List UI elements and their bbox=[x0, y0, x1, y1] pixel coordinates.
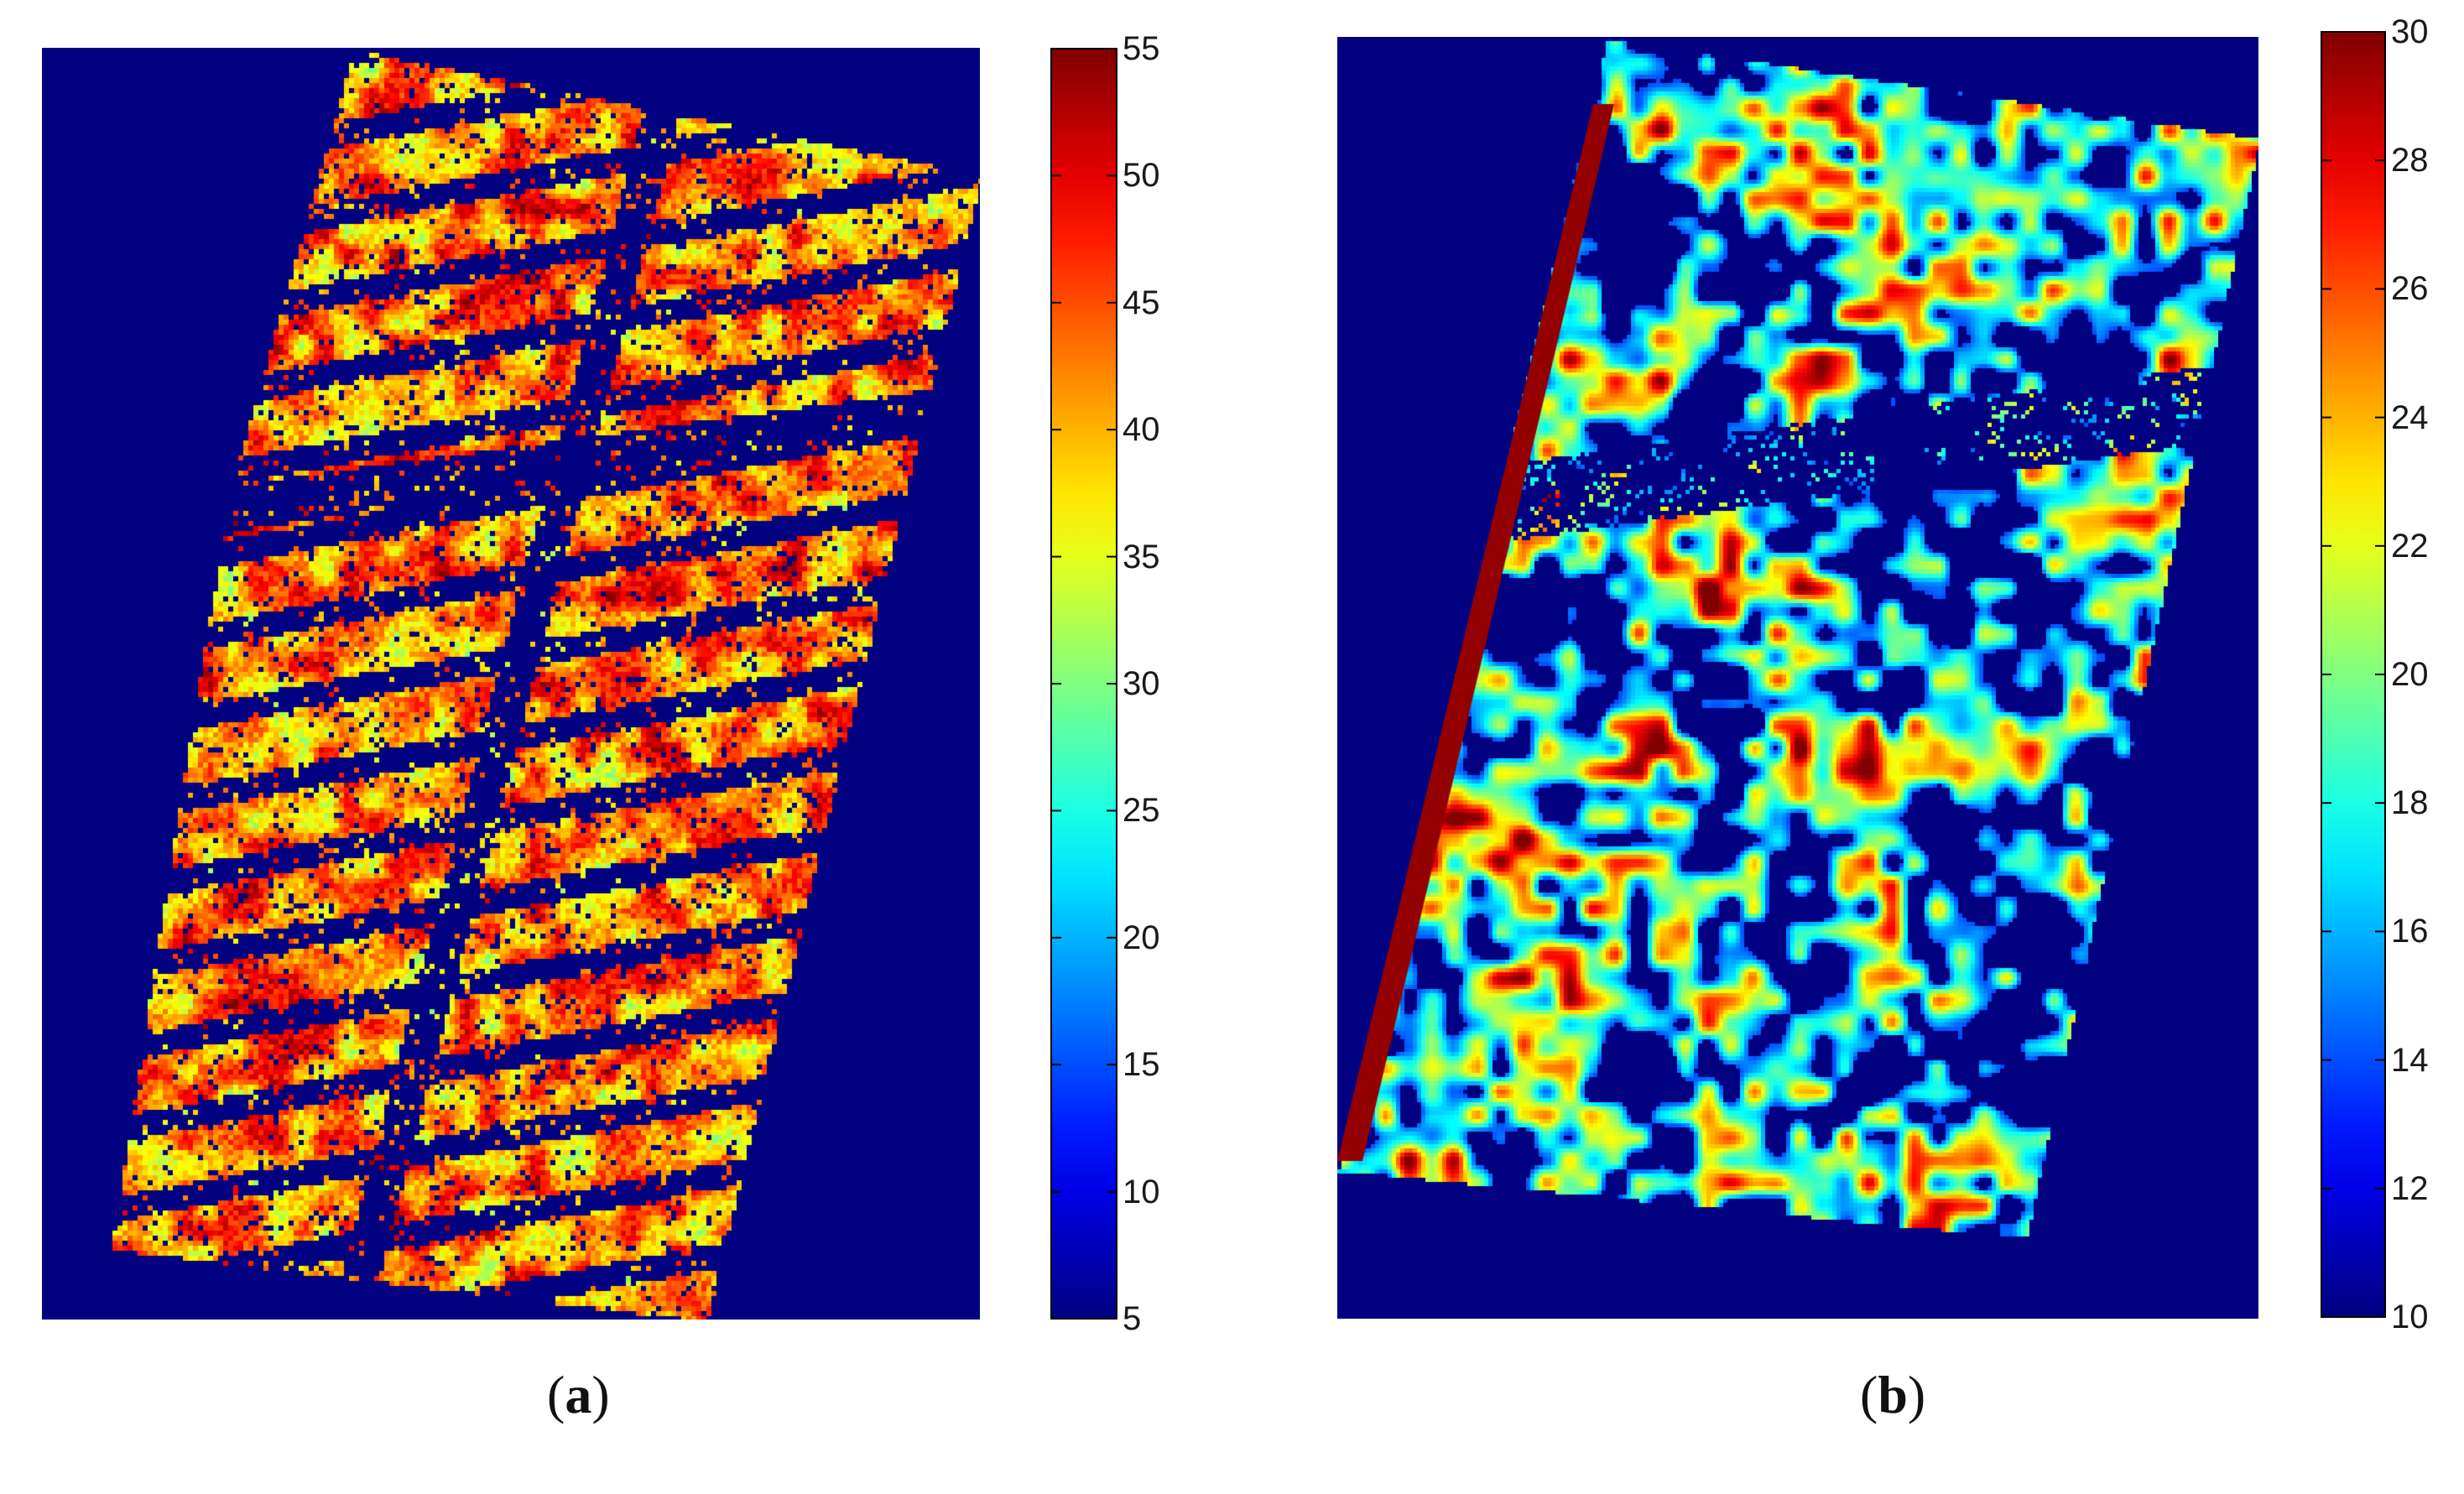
caption-a-close: ) bbox=[591, 1365, 610, 1424]
caption-a-open: ( bbox=[547, 1365, 565, 1424]
cbar-b-tick-label: 26 bbox=[2391, 270, 2429, 307]
cbar-a-svg bbox=[1050, 48, 1117, 1320]
caption-b-close: ) bbox=[1907, 1365, 1926, 1424]
cbar-a-tick-label: 15 bbox=[1123, 1046, 1160, 1083]
heat-b-canvas bbox=[1337, 37, 2258, 1319]
colorbar-a bbox=[1050, 48, 1117, 1320]
cbar-a-tick-label: 50 bbox=[1123, 157, 1160, 194]
cbar-b-svg bbox=[2321, 31, 2386, 1318]
cbar-a-tick-label: 35 bbox=[1123, 539, 1160, 575]
caption-b: (b) bbox=[1860, 1368, 1925, 1422]
cbar-b-tick-label: 22 bbox=[2391, 528, 2429, 565]
cbar-a-tick-label: 40 bbox=[1123, 411, 1160, 448]
heat-a-canvas bbox=[42, 48, 980, 1320]
heatmap-b bbox=[1337, 37, 2258, 1319]
cbar-b-tick-label: 20 bbox=[2391, 656, 2429, 693]
cbar-b-tick-label: 14 bbox=[2391, 1042, 2429, 1079]
cbar-a-tick-label: 45 bbox=[1123, 284, 1160, 321]
panel-b: 10 12 14 16 18 20 22 24 26 28 30 (b) bbox=[1232, 0, 2464, 1494]
cbar-a-tick-label: 10 bbox=[1123, 1174, 1160, 1210]
caption-b-letter: b bbox=[1878, 1365, 1908, 1424]
cbar-a-gradient bbox=[1050, 48, 1117, 1320]
cbar-b-tick-label: 18 bbox=[2391, 784, 2429, 821]
cbar-b-tick-label: 30 bbox=[2391, 13, 2429, 50]
cbar-a-tick-label: 55 bbox=[1123, 30, 1160, 67]
cbar-a-tick-label: 5 bbox=[1123, 1300, 1142, 1337]
cbar-b-tick-label: 28 bbox=[2391, 142, 2429, 179]
colorbar-b bbox=[2321, 31, 2386, 1318]
cbar-b-gradient bbox=[2321, 31, 2386, 1318]
caption-b-open: ( bbox=[1860, 1365, 1878, 1424]
panel-a: 5 10 15 20 25 30 35 40 45 50 55 (a) bbox=[42, 30, 1160, 1422]
cbar-b-tick-label: 16 bbox=[2391, 913, 2429, 950]
heatmap-a bbox=[42, 48, 980, 1320]
cbar-a-tick-label: 30 bbox=[1123, 665, 1160, 702]
caption-a-letter: a bbox=[565, 1365, 592, 1424]
cbar-b-tick-label: 24 bbox=[2391, 399, 2429, 436]
cbar-a-tick-label: 20 bbox=[1123, 919, 1160, 956]
caption-a: (a) bbox=[547, 1368, 610, 1422]
cbar-b-tick-label: 12 bbox=[2391, 1170, 2429, 1207]
cbar-a-tick-label: 25 bbox=[1123, 792, 1160, 829]
cbar-b-tick-label: 10 bbox=[2391, 1299, 2429, 1335]
